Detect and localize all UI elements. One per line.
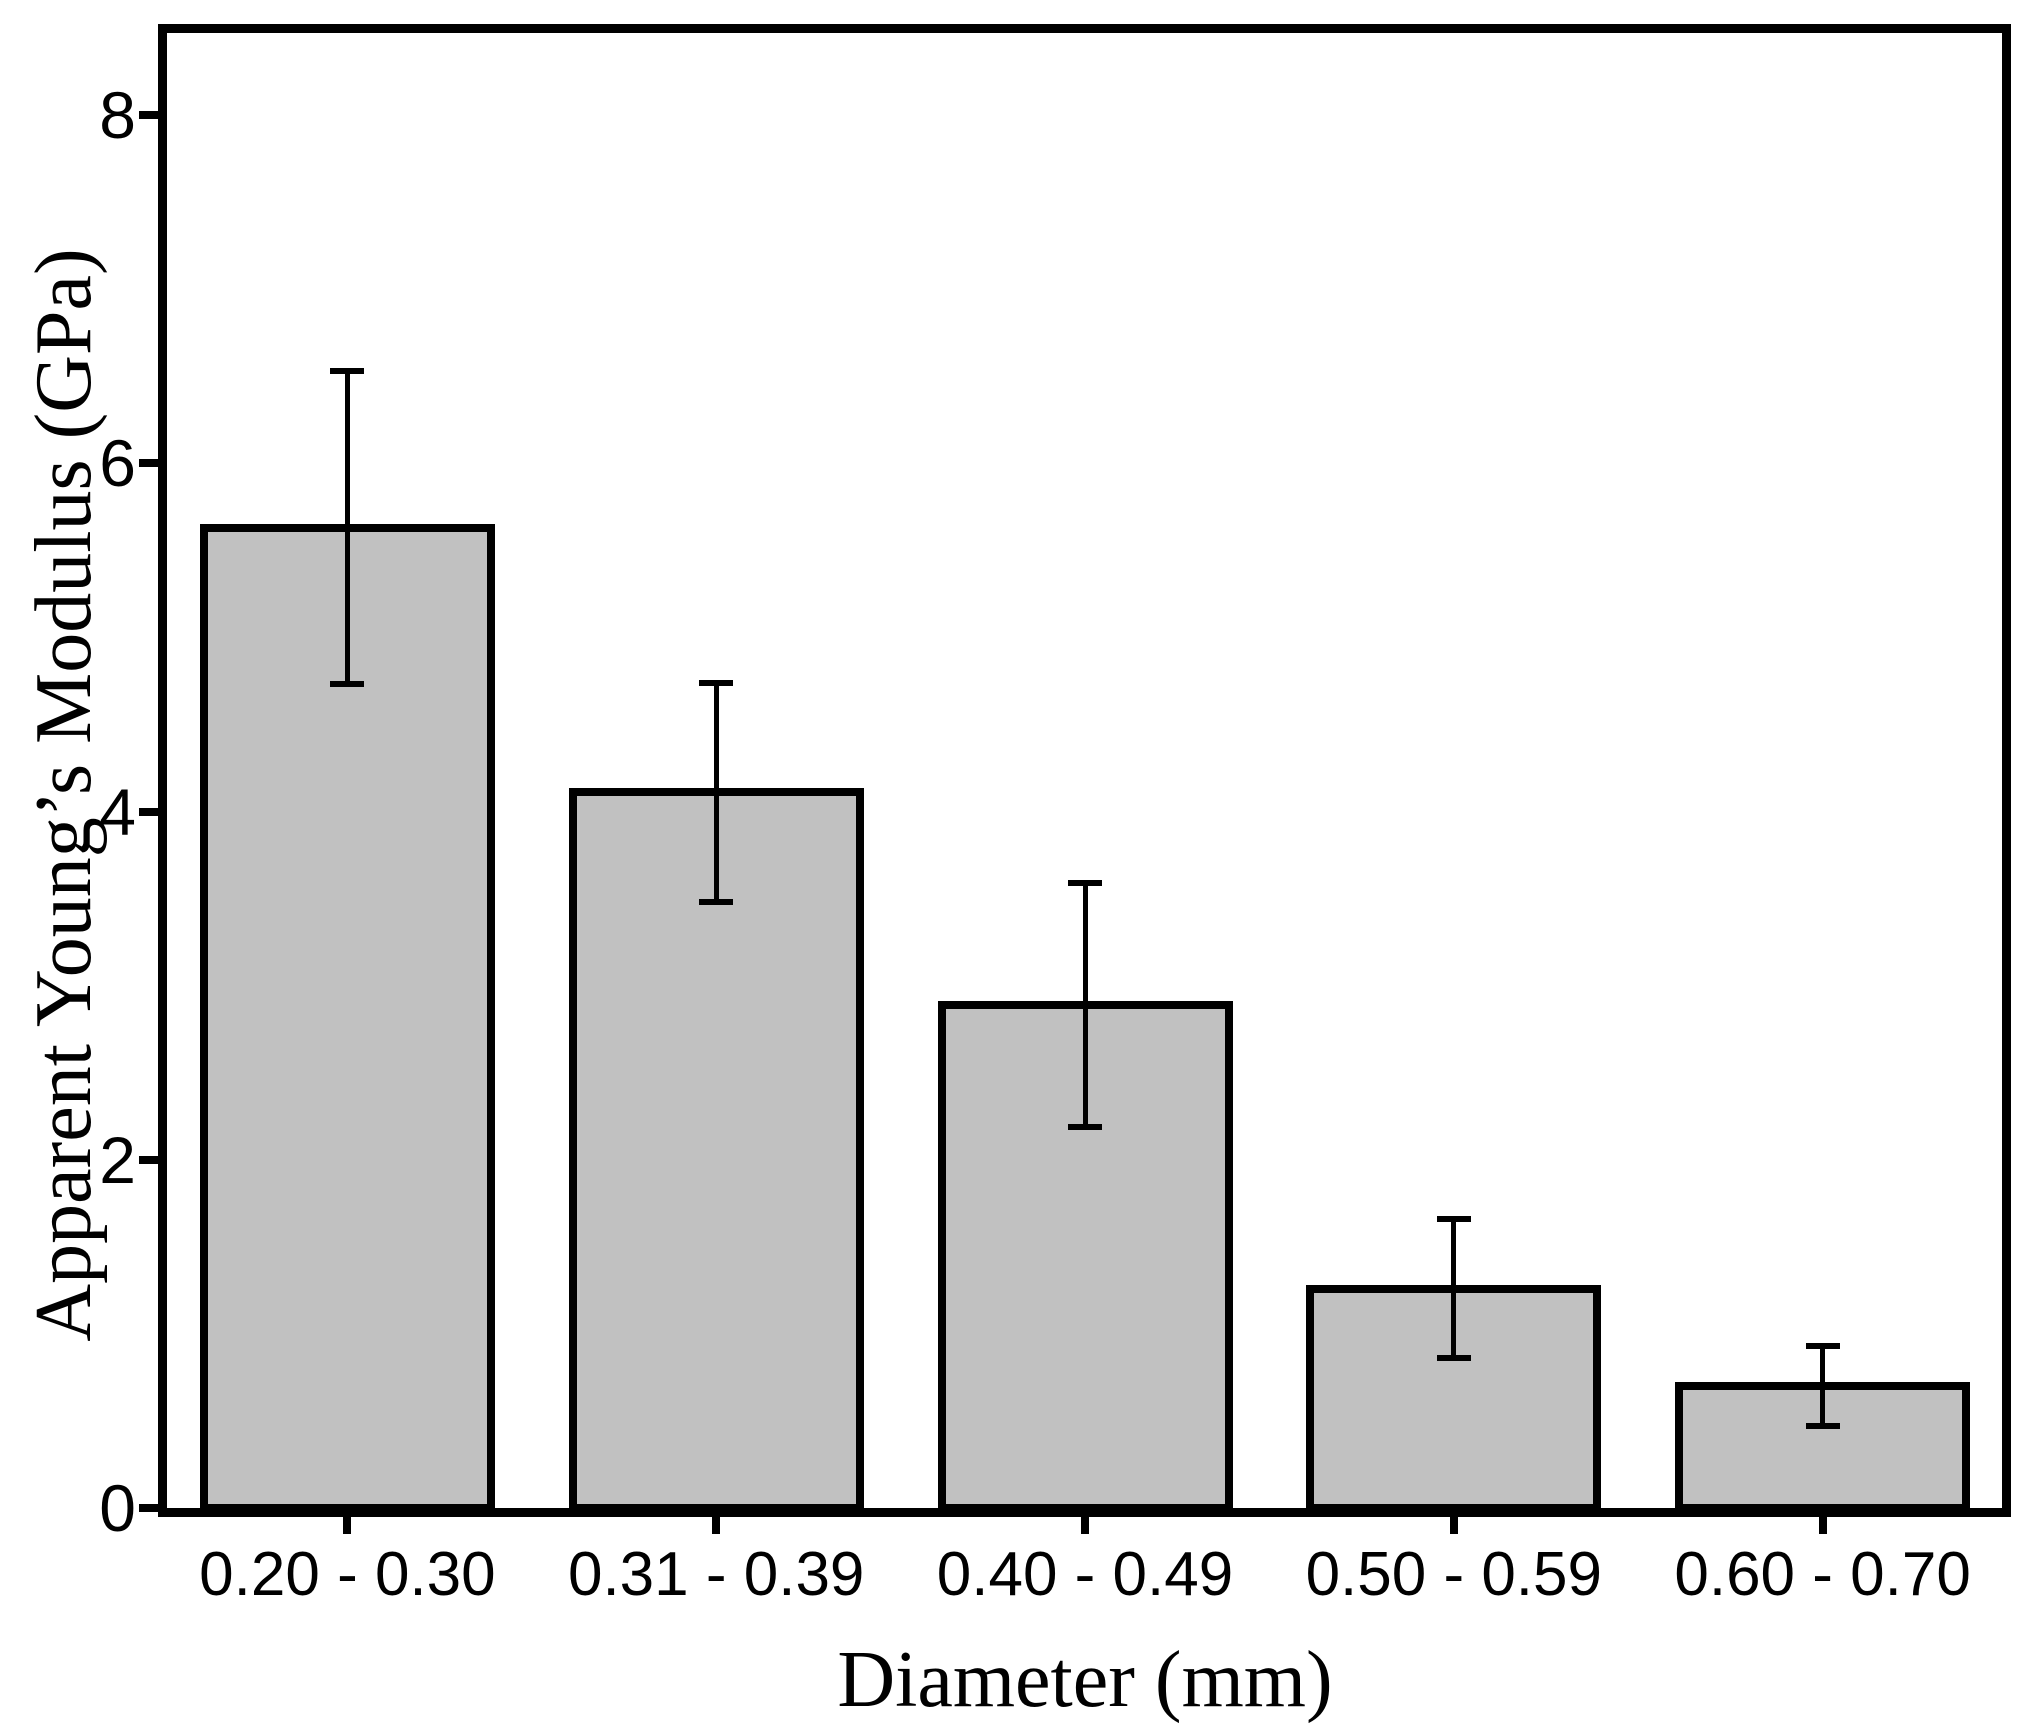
x-axis-tick — [1449, 1512, 1458, 1534]
error-bar-cap — [1068, 1123, 1102, 1130]
x-axis-title: Diameter (mm) — [837, 1636, 1333, 1724]
x-axis-tick — [1818, 1512, 1827, 1534]
y-axis-tick — [138, 1155, 165, 1164]
y-axis-tick — [138, 459, 165, 468]
error-bar-cap — [699, 899, 734, 906]
y-axis-tick — [138, 1504, 165, 1512]
y-tick-label: 0 — [99, 1471, 136, 1545]
error-bar-cap — [330, 681, 365, 688]
x-tick-label: 0.31 - 0.39 — [567, 1540, 865, 1609]
y-axis-title: Apparent Young’s Modulus (GPa) — [20, 248, 108, 1342]
error-bar-line — [713, 682, 719, 903]
error-bar-cap — [1068, 879, 1102, 886]
y-tick-label: 4 — [99, 774, 136, 849]
y-axis-tick — [138, 111, 165, 120]
bar — [568, 788, 864, 1512]
error-bar-cap — [1436, 1215, 1471, 1222]
x-axis-tick — [1081, 1512, 1089, 1534]
y-tick-label: 6 — [99, 426, 136, 501]
x-axis-tick — [712, 1512, 721, 1534]
error-bar-cap — [1805, 1343, 1840, 1350]
error-bar-cap — [1436, 1355, 1471, 1362]
y-tick-label: 8 — [99, 78, 136, 153]
x-axis-tick — [343, 1512, 352, 1534]
x-tick-label: 0.60 - 0.70 — [1674, 1540, 1971, 1609]
x-tick-label: 0.40 - 0.49 — [936, 1540, 1234, 1609]
error-bar-line — [1451, 1218, 1457, 1359]
error-bar-line — [1082, 882, 1088, 1127]
y-axis-tick — [138, 807, 165, 816]
error-bar-line — [344, 371, 350, 685]
error-bar-cap — [1805, 1423, 1840, 1430]
bar — [199, 523, 495, 1512]
error-bar-line — [1820, 1346, 1826, 1427]
error-bar-cap — [330, 368, 365, 374]
x-tick-label: 0.20 - 0.30 — [199, 1540, 496, 1609]
x-tick-label: 0.50 - 0.59 — [1305, 1540, 1602, 1609]
error-bar-cap — [699, 679, 734, 686]
y-tick-label: 2 — [99, 1122, 136, 1197]
